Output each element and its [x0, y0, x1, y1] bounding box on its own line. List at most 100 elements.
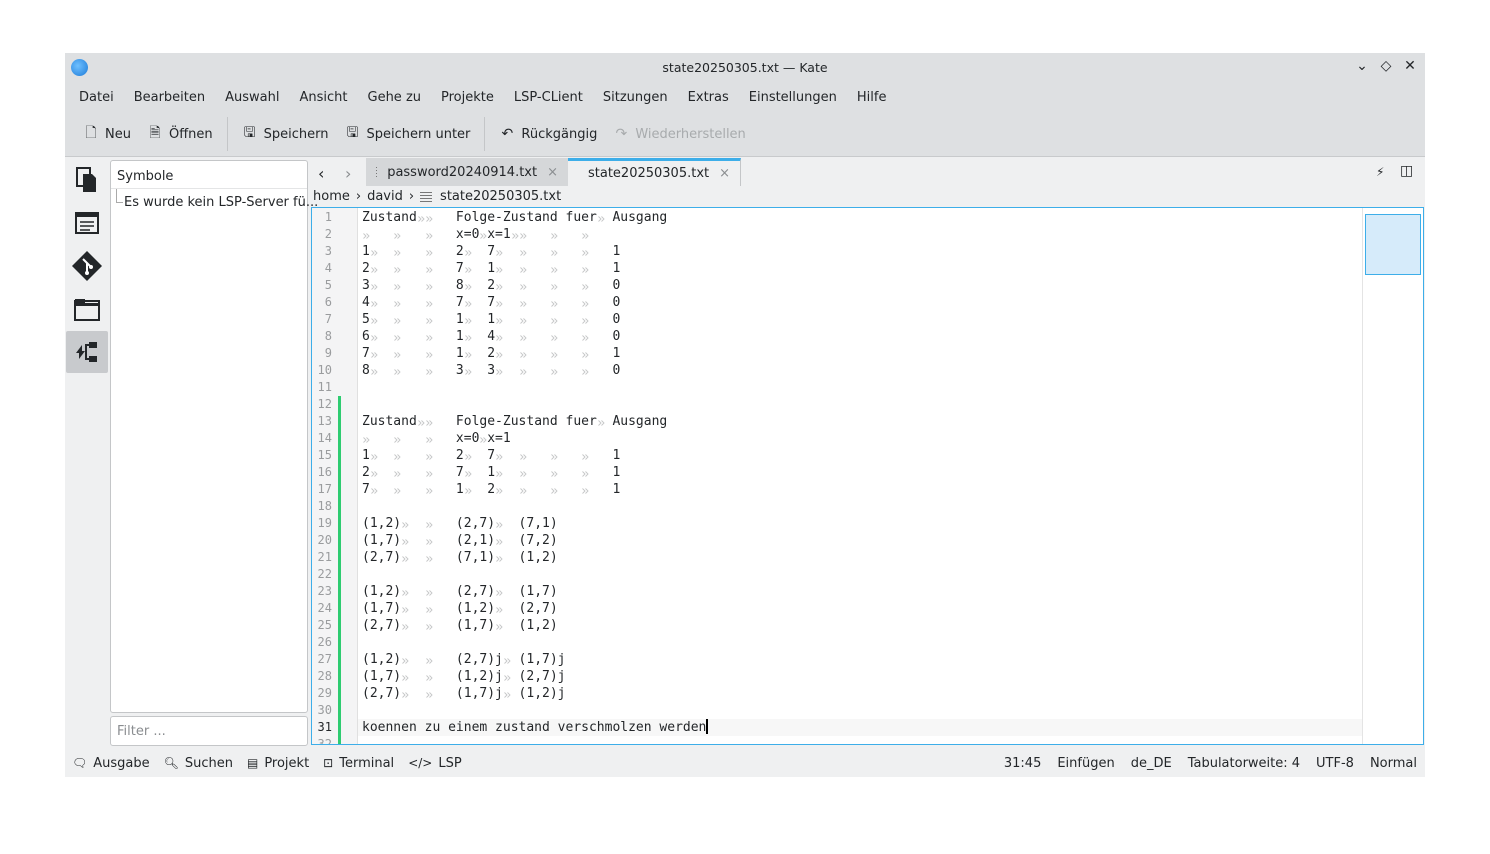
close-tab-icon[interactable]: ×	[719, 166, 731, 181]
menu-hilfe[interactable]: Hilfe	[856, 89, 887, 105]
git-icon[interactable]	[66, 245, 108, 287]
new-button[interactable]: 🗋 Neu	[75, 119, 139, 149]
breadcrumb-file[interactable]: state20250305.txt	[440, 189, 562, 204]
editor-line[interactable]: (2,7) (1,7) (1,2)	[362, 617, 558, 634]
editor-line[interactable]: 2 7 1 1	[362, 464, 620, 481]
save-button[interactable]: 🖫 Speichern	[234, 119, 337, 149]
line-number: 28	[317, 669, 332, 683]
menu-ansicht[interactable]: Ansicht	[299, 89, 348, 105]
editor-line[interactable]: x=0 x=1	[362, 226, 612, 243]
close-tab-icon[interactable]: ×	[547, 164, 558, 180]
editor-line[interactable]: 8 3 3 0	[362, 362, 620, 379]
menu-bearbeiten[interactable]: Bearbeiten	[133, 89, 206, 105]
menu-extras[interactable]: Extras	[687, 89, 729, 105]
document-list-icon[interactable]	[66, 202, 108, 244]
lsp-button[interactable]: </> LSP	[401, 756, 469, 771]
tab-marker	[551, 250, 558, 256]
editor-line[interactable]: (1,2) (2,7)j (1,7)j	[362, 651, 566, 668]
editor-line[interactable]: (1,7) (1,2)j (2,7)j	[362, 668, 566, 685]
breadcrumb-david[interactable]: david	[367, 189, 403, 204]
editor-line[interactable]: koennen zu einem zustand verschmolzen we…	[362, 719, 709, 736]
input-mode[interactable]: Einfügen	[1057, 755, 1115, 771]
editor-line[interactable]: (1,2) (2,7) (7,1)	[362, 515, 558, 532]
filesystem-browser-icon[interactable]	[66, 288, 108, 330]
redo-button[interactable]: ↷ Wiederherstellen	[605, 119, 753, 149]
editor-line[interactable]: 6 1 4 0	[362, 328, 620, 345]
menu-gehe-zu[interactable]: Gehe zu	[367, 89, 422, 105]
line-number: 10	[317, 363, 332, 377]
editor-line[interactable]: (1,2) (2,7) (1,7)	[362, 583, 558, 600]
tab-state20250305[interactable]: state20250305.txt ×	[568, 158, 741, 186]
editor-line-text: (2,7) (7,1) (1,2)	[362, 550, 558, 565]
tab-marker	[504, 692, 511, 698]
tab-marker	[551, 352, 558, 358]
tab-marker	[504, 675, 511, 681]
editor-line-text: 1 2 7 1	[362, 244, 621, 259]
tab-marker	[371, 318, 378, 324]
undo-button[interactable]: ↶ Rückgängig	[491, 119, 605, 149]
menu-einstellungen[interactable]: Einstellungen	[748, 89, 837, 105]
editor-line[interactable]: (2,7) (1,7)j (1,2)j	[362, 685, 566, 702]
new-label: Neu	[105, 126, 131, 142]
editor-line-text: 2 7 1 1	[362, 465, 621, 480]
tab-marker	[417, 420, 425, 426]
editor-line[interactable]: 3 8 2 0	[362, 277, 620, 294]
editor-line[interactable]: Zustand Folge-Zustand fuer Ausgang	[362, 413, 667, 430]
terminal-button[interactable]: ⊡ Terminal	[316, 756, 401, 771]
dictionary[interactable]: de_DE	[1130, 755, 1172, 771]
menu-lsp-client[interactable]: LSP-CLient	[513, 89, 583, 105]
maximize-icon[interactable]: ◇	[1380, 58, 1392, 74]
tab-marker	[371, 267, 378, 273]
menu-auswahl[interactable]: Auswahl	[225, 89, 280, 105]
line-number: 7	[324, 312, 332, 326]
minimap-scrollbar[interactable]	[1362, 208, 1423, 744]
tab-marker	[519, 471, 527, 477]
editor-line[interactable]: 1 2 7 1	[362, 447, 620, 464]
symbol-viewer-icon[interactable]	[66, 331, 108, 373]
split-view-icon[interactable]: ◫	[1400, 163, 1414, 179]
cursor-position[interactable]: 31:45	[1003, 755, 1042, 771]
symbols-filter-input[interactable]: Filter ...	[110, 716, 308, 746]
quick-open-icon[interactable]: ⚡	[1376, 165, 1385, 179]
left-sidebar	[65, 158, 109, 758]
editor-line[interactable]: 1 2 7 1	[362, 243, 620, 260]
documents-icon[interactable]	[66, 159, 108, 201]
tab-password20240914[interactable]: password20240914.txt ×	[366, 158, 568, 186]
text-editor[interactable]: 1 2 3 4 5 6 7 8 9 10 11 12 13 14 15 16 17 18 19 20 21 22 23 24 2…	[311, 207, 1424, 745]
tab-marker	[551, 318, 558, 324]
minimap-viewport[interactable]	[1365, 214, 1421, 275]
encoding[interactable]: UTF-8	[1316, 755, 1354, 771]
menu-sitzungen[interactable]: Sitzungen	[602, 89, 668, 105]
tab-marker	[425, 335, 433, 341]
redo-label: Wiederherstellen	[635, 126, 746, 142]
editor-line[interactable]: x=0 x=1	[362, 430, 511, 447]
tab-marker	[402, 692, 409, 698]
editor-line[interactable]: (1,7) (1,2) (2,7)	[362, 600, 558, 617]
back-icon[interactable]: ‹	[318, 164, 325, 183]
editor-line[interactable]: (2,7) (7,1) (1,2)	[362, 549, 558, 566]
editor-line[interactable]: 7 1 2 1	[362, 481, 620, 498]
breadcrumb-home[interactable]: home	[313, 189, 350, 204]
search-button[interactable]: 🔍︎ Suchen	[157, 756, 240, 771]
editor-line[interactable]: Zustand Folge-Zustand fuer Ausgang	[362, 209, 667, 226]
tab-marker	[598, 420, 605, 426]
output-button[interactable]: 🗨 Ausgabe	[65, 756, 157, 771]
menu-datei[interactable]: Datei	[79, 89, 114, 105]
editor-line[interactable]: 2 7 1 1	[362, 260, 620, 277]
menu-projekte[interactable]: Projekte	[441, 89, 494, 105]
toolbar-separator	[226, 117, 228, 151]
syntax-mode[interactable]: Normal	[1369, 755, 1417, 771]
close-icon[interactable]: ✕	[1404, 58, 1416, 74]
editor-line-text: 8 3 3 0	[362, 363, 621, 378]
editor-line[interactable]: 7 1 2 1	[362, 345, 620, 362]
tab-marker	[425, 437, 433, 443]
tab-width[interactable]: Tabulatorweite: 4	[1187, 755, 1301, 771]
project-button[interactable]: ▤ Projekt	[240, 756, 316, 771]
editor-line[interactable]: (1,7) (2,1) (7,2)	[362, 532, 558, 549]
open-button[interactable]: 🗎 Öffnen	[139, 119, 221, 149]
save-as-button[interactable]: 🖫 Speichern unter	[337, 119, 479, 149]
editor-line[interactable]: 4 7 7 0	[362, 294, 620, 311]
minimize-icon[interactable]: ⌄	[1356, 58, 1368, 74]
forward-icon[interactable]: ›	[345, 164, 352, 183]
editor-line[interactable]: 5 1 1 0	[362, 311, 620, 328]
